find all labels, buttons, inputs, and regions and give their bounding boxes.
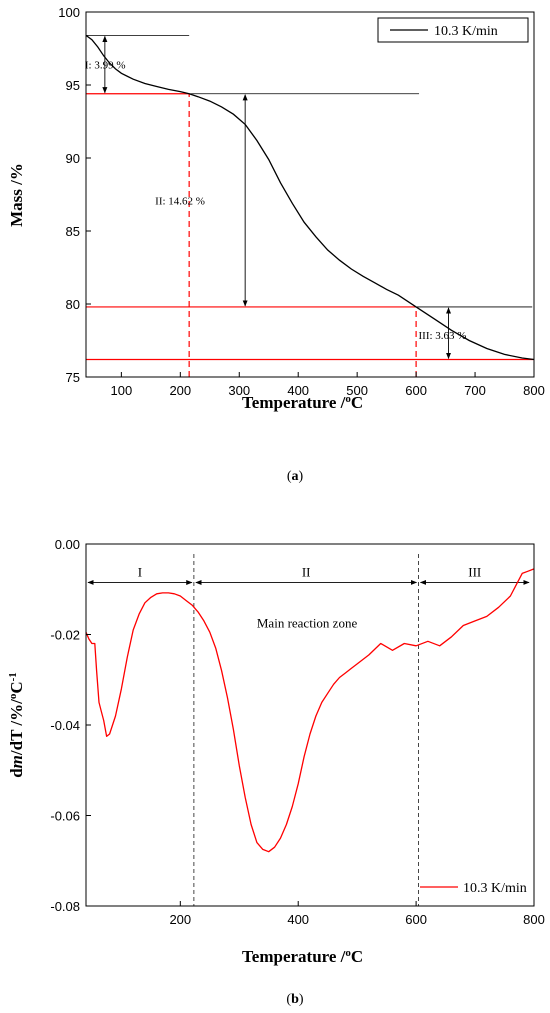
panel-a-x-tick-label-6: 700 [464, 383, 486, 398]
panel-b-y-tick-label-1: -0.06 [50, 809, 80, 824]
panel-a-y-tick-label-3: 90 [66, 151, 80, 166]
panel-b-y-tick-label-2: -0.04 [50, 718, 80, 733]
panel-a-legend-label: 10.3 K/min [434, 24, 498, 39]
panel-a-y-tick-label-0: 75 [66, 370, 80, 385]
panel-a-series-line-0 [85, 34, 535, 361]
panel-a-y-axis-label: Mass /% [7, 163, 26, 227]
panel-a-y-tick-label-1: 80 [66, 297, 80, 312]
panel-b-x-tick-label-0: 200 [169, 912, 191, 927]
panel-a-x-tick-label-1: 200 [169, 383, 191, 398]
panel-b-y-axis-label: dm/dT /%/oC-1 [7, 672, 26, 778]
panel-b-zone-label-2: III [468, 564, 481, 579]
panel-a-x-tick-label-5: 600 [405, 383, 427, 398]
panel-a-x-tick-label-7: 800 [523, 383, 545, 398]
panel-a-stage-label-2: III: 3.63 % [419, 330, 467, 342]
panel-b-zone-label-1: II [302, 564, 311, 579]
panel-a-y-tick-label-5: 100 [58, 5, 80, 20]
panel-b-series-line-0 [85, 568, 535, 853]
panel-a-x-axis-label: Temperature /oC [242, 393, 363, 412]
panel-b-y-tick-label-4: 0.00 [55, 537, 80, 552]
panel-b-y-tick-label-3: -0.02 [50, 628, 80, 643]
panel-b-plot-frame [85, 543, 535, 907]
panel-a-caption: (a) [287, 469, 304, 484]
panel-a-x-tick-label-3: 400 [287, 383, 309, 398]
panel-a-plot-frame [85, 11, 535, 378]
panel-b-x-tick-label-3: 800 [523, 912, 545, 927]
panel-b-zone-label-0: I [138, 564, 142, 579]
panel-b-y-tick-label-0: -0.08 [50, 899, 80, 914]
panel-b-legend-label: 10.3 K/min [463, 881, 527, 896]
panel-a-legend: 10.3 K/min [377, 17, 529, 43]
panel-a-stage-label-1: II: 14.62 % [155, 195, 205, 207]
panel-a-y-tick-label-4: 95 [66, 78, 80, 93]
panel-b-main-reaction-zone-label: Main reaction zone [257, 616, 358, 631]
panel-a-x-tick-label-4: 500 [346, 383, 368, 398]
panel-a-x-tick-label-0: 100 [111, 383, 133, 398]
panel-b-x-tick-label-1: 400 [287, 912, 309, 927]
panel-a-x-tick-label-2: 300 [228, 383, 250, 398]
panel-a-chart: I: 3.99 % II: 14.62 % III: 3.63 % 100 200 30… [7, 5, 545, 484]
panel-b-legend: 10.3 K/min [420, 881, 527, 896]
panel-b-caption: (b) [286, 992, 303, 1007]
panel-a-y-tick-label-2: 85 [66, 224, 80, 239]
panel-b-x-axis-label: Temperature /oC [242, 947, 363, 966]
panel-a-stage-label-0: I: 3.99 % [85, 60, 126, 72]
panel-b-x-tick-label-2: 600 [405, 912, 427, 927]
